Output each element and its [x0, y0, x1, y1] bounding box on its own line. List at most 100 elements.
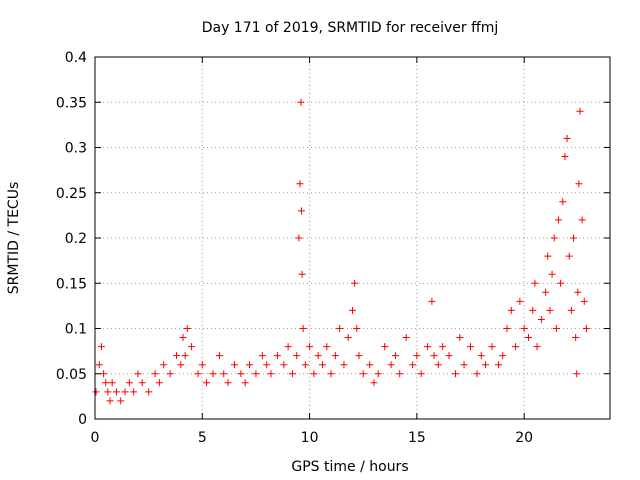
data-point: [194, 370, 202, 378]
data-point: [445, 352, 453, 360]
data-point: [173, 352, 181, 360]
data-point: [299, 325, 307, 332]
data-point: [314, 352, 322, 360]
data-point: [104, 388, 112, 396]
data-point: [241, 379, 249, 387]
data-point: [460, 361, 468, 369]
data-point: [310, 370, 318, 378]
data-point: [349, 306, 356, 314]
data-point: [582, 325, 590, 332]
y-tick-label: 0.15: [56, 276, 87, 292]
data-point: [467, 343, 475, 351]
data-point: [306, 343, 314, 351]
data-point: [331, 352, 339, 360]
y-tick-label: 0.05: [56, 367, 87, 383]
x-tick-label: 10: [301, 430, 319, 446]
data-point: [402, 334, 410, 342]
data-point: [544, 252, 552, 260]
data-point: [550, 234, 558, 242]
data-point: [542, 288, 550, 296]
data-point: [370, 379, 378, 387]
data-point: [117, 397, 125, 405]
data-point: [366, 361, 374, 369]
data-point: [374, 370, 382, 378]
data-point: [203, 379, 211, 387]
x-tick-label: 5: [198, 430, 207, 446]
data-point: [417, 370, 425, 378]
data-point: [381, 343, 389, 351]
data-point: [252, 370, 260, 378]
data-point: [151, 370, 159, 378]
data-point: [575, 180, 583, 188]
data-point: [267, 370, 275, 378]
data-point: [359, 370, 367, 378]
y-axis-title: SRMTID / TECUs: [6, 182, 22, 295]
data-point: [92, 388, 100, 396]
data-point: [179, 334, 187, 342]
data-point: [428, 297, 436, 305]
data-point: [301, 361, 309, 369]
data-point: [567, 306, 575, 314]
grid: [95, 57, 610, 419]
data-point: [430, 352, 438, 360]
data-point: [108, 379, 116, 387]
data-point: [516, 297, 524, 305]
data-points: [92, 98, 590, 405]
data-point: [488, 343, 496, 351]
data-point: [546, 306, 554, 314]
data-point: [413, 352, 421, 360]
data-point: [220, 370, 228, 378]
data-point: [576, 107, 584, 115]
y-tick-label: 0.2: [65, 231, 87, 247]
data-point: [327, 370, 335, 378]
data-point: [507, 306, 515, 314]
data-point: [456, 334, 464, 342]
data-point: [531, 279, 539, 287]
data-point: [477, 352, 485, 360]
data-point: [298, 270, 306, 278]
data-point: [318, 361, 326, 369]
data-point: [494, 361, 502, 369]
data-point: [499, 352, 507, 360]
y-tick-label: 0: [78, 412, 87, 428]
data-point: [572, 334, 580, 342]
data-point: [570, 234, 578, 242]
data-point: [396, 370, 404, 378]
data-point: [552, 325, 560, 332]
data-point: [482, 361, 490, 369]
data-point: [230, 361, 238, 369]
x-tick-label: 20: [515, 430, 533, 446]
y-tick-label: 0.4: [65, 50, 87, 66]
data-point: [284, 343, 292, 351]
data-point: [297, 98, 305, 106]
data-point: [512, 343, 520, 351]
data-point: [351, 279, 359, 287]
data-point: [503, 325, 511, 332]
data-point: [561, 153, 569, 161]
data-point: [557, 279, 565, 287]
y-tick-label: 0.25: [56, 186, 87, 202]
data-point: [181, 352, 189, 360]
data-point: [138, 379, 146, 387]
data-point: [177, 361, 185, 369]
data-point: [125, 379, 133, 387]
x-tick-label: 0: [91, 430, 100, 446]
data-point: [288, 370, 296, 378]
data-point: [112, 388, 120, 396]
data-point: [524, 334, 532, 342]
data-point: [548, 270, 556, 278]
data-point: [296, 180, 304, 188]
data-point: [555, 216, 562, 224]
y-tick-label: 0.3: [65, 141, 87, 157]
data-point: [565, 252, 573, 260]
data-point: [106, 397, 114, 405]
data-point: [273, 352, 281, 360]
data-point: [100, 370, 108, 378]
data-point: [97, 343, 105, 351]
data-point: [155, 379, 163, 387]
data-point: [424, 343, 432, 351]
data-point: [293, 352, 301, 360]
data-point: [391, 352, 399, 360]
data-point: [280, 361, 288, 369]
